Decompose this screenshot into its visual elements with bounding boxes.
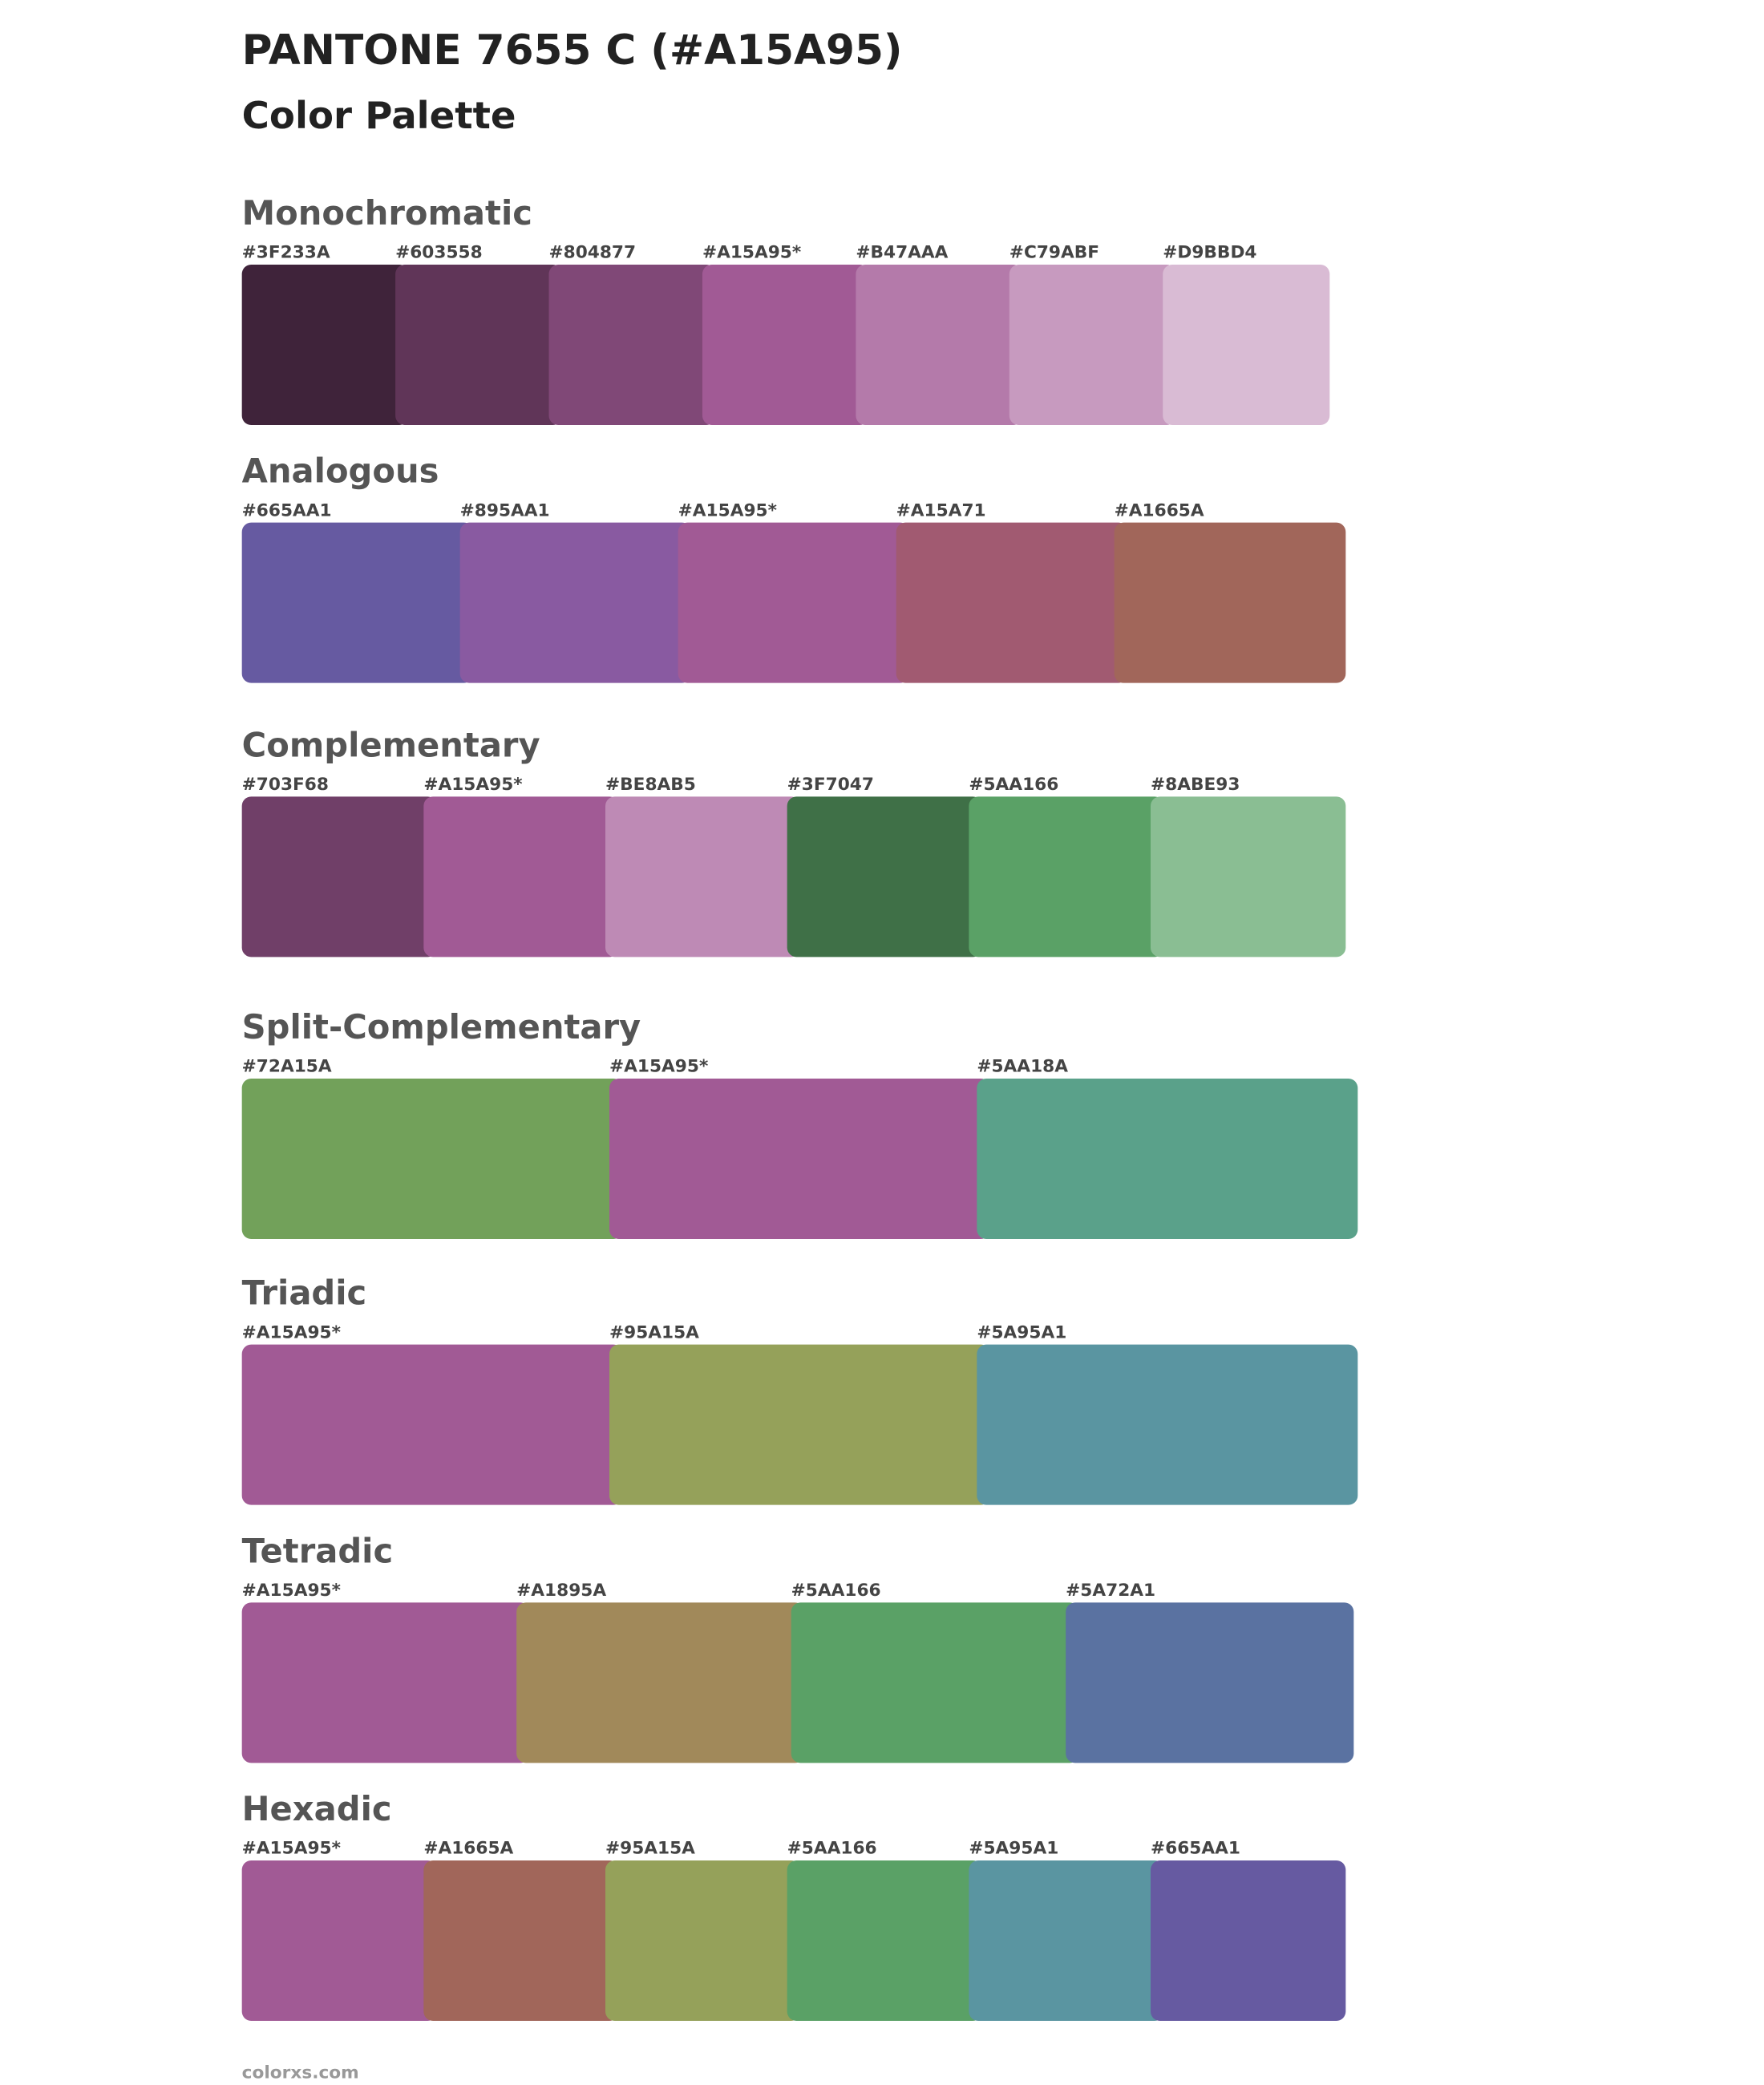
swatch-label: #72A15A — [242, 1057, 332, 1077]
swatch — [1009, 265, 1176, 425]
swatch — [896, 522, 1128, 683]
swatch — [609, 1079, 990, 1239]
swatch-label: #8ABE93 — [1151, 775, 1240, 795]
swatch — [459, 522, 692, 683]
section-heading: Monochromatic — [242, 193, 532, 233]
swatch-label: #A15A95* — [609, 1057, 708, 1077]
swatch-label: #A15A95* — [242, 1581, 341, 1601]
swatch-label: #A15A95* — [423, 775, 522, 795]
swatch-label: #895AA1 — [460, 500, 550, 520]
swatch-label: #665AA1 — [1151, 1839, 1240, 1859]
swatch-label: #B47AAA — [856, 243, 948, 263]
swatch-label: #804877 — [549, 243, 637, 263]
section-heading: Analogous — [242, 451, 439, 491]
swatch-label: #95A15A — [605, 1839, 695, 1859]
swatch-label: #A15A95* — [242, 1322, 341, 1342]
swatch — [791, 1602, 1079, 1763]
swatch-label: #A1665A — [423, 1839, 513, 1859]
section-heading: Tetradic — [242, 1531, 394, 1570]
swatch-label: #A15A95* — [678, 500, 777, 520]
swatch-label: #5A72A1 — [1066, 1581, 1155, 1601]
section-heading: Split-Complementary — [242, 1007, 641, 1047]
swatch-label: #A15A95* — [242, 1839, 341, 1859]
swatch-label: #A1895A — [516, 1581, 606, 1601]
swatch — [977, 1344, 1358, 1505]
swatch — [1151, 796, 1346, 957]
swatch — [241, 796, 437, 957]
page-title: PANTONE 7655 C (#A15A95) — [242, 26, 903, 75]
swatch-label: #C79ABF — [1009, 243, 1099, 263]
swatch — [977, 1079, 1358, 1239]
swatch-label: #A1665A — [1115, 500, 1204, 520]
swatch-label: #5AA166 — [791, 1581, 881, 1601]
swatch-label: #603558 — [395, 243, 483, 263]
section-heading: Complementary — [242, 725, 540, 764]
swatch-label: #A15A95* — [702, 243, 801, 263]
swatch-label: #3F233A — [242, 243, 330, 263]
page-subtitle: Color Palette — [242, 95, 516, 138]
swatch-label: #3F7047 — [787, 775, 874, 795]
swatch — [516, 1602, 805, 1763]
swatch-label: #5AA166 — [969, 775, 1058, 795]
swatch — [605, 796, 801, 957]
footer[interactable]: colorxs.com — [242, 2063, 359, 2083]
swatch-label: #665AA1 — [242, 500, 332, 520]
swatch — [787, 1860, 982, 2021]
swatch — [856, 265, 1023, 425]
swatch-label: #703F68 — [242, 775, 329, 795]
swatch-label: #5A95A1 — [977, 1322, 1066, 1342]
swatch — [1114, 522, 1346, 683]
swatch — [548, 265, 716, 425]
swatch — [787, 796, 982, 957]
swatch-label: #5A95A1 — [969, 1839, 1058, 1859]
swatch — [605, 1860, 801, 2021]
swatch — [969, 1860, 1164, 2021]
swatch — [702, 265, 870, 425]
swatch — [969, 796, 1164, 957]
swatch — [241, 265, 409, 425]
swatch — [241, 1079, 623, 1239]
swatch-label: #95A15A — [609, 1322, 699, 1342]
swatch — [423, 1860, 619, 2021]
swatch — [1066, 1602, 1354, 1763]
swatch — [423, 796, 619, 957]
swatch-label: #5AA18A — [977, 1057, 1068, 1077]
swatch-label: #D9BBD4 — [1163, 243, 1256, 263]
swatch — [395, 265, 563, 425]
swatch — [241, 1602, 530, 1763]
swatch — [241, 522, 474, 683]
swatch-label: #A15A71 — [896, 500, 986, 520]
swatch — [1151, 1860, 1346, 2021]
swatch — [241, 1344, 623, 1505]
swatch — [1163, 265, 1330, 425]
swatch — [609, 1344, 990, 1505]
section-heading: Hexadic — [242, 1789, 392, 1828]
swatch — [241, 1860, 437, 2021]
swatch — [678, 522, 910, 683]
swatch-label: #BE8AB5 — [605, 775, 696, 795]
swatch-label: #5AA166 — [787, 1839, 877, 1859]
section-heading: Triadic — [242, 1273, 367, 1313]
